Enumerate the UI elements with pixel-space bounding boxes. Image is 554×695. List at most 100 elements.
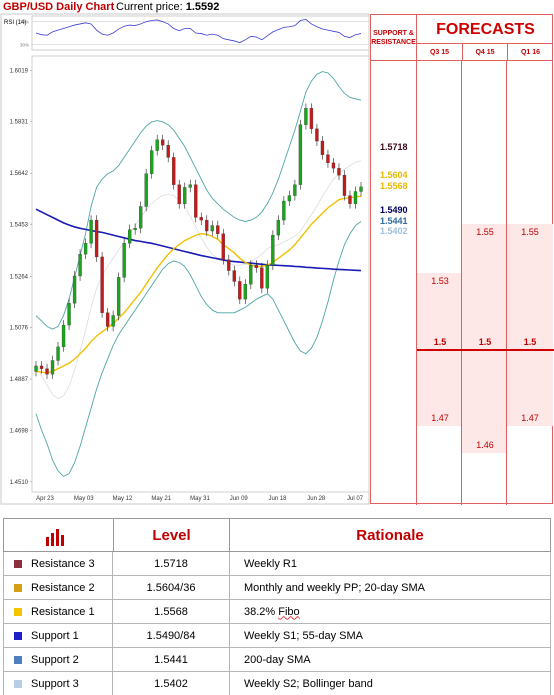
table-row: Resistance 1 1.5568 38.2% Fibo: [3, 600, 551, 624]
forecast-high: 1.55: [476, 226, 494, 237]
forecast-mid: 1.5: [523, 337, 537, 348]
candle-body: [315, 128, 319, 142]
level-name: Resistance 2: [31, 581, 95, 594]
y-tick-label: 1.5264: [10, 274, 29, 280]
x-tick-label: Jun 09: [230, 496, 249, 502]
sr-header-line2: RESISTANCE: [371, 39, 416, 46]
forecast-low: 1.47: [431, 412, 449, 423]
candle-body: [105, 312, 110, 327]
candle-body: [337, 168, 341, 176]
candle-body: [199, 217, 203, 221]
candle-body: [150, 150, 154, 174]
table-row: Support 3 1.5402 Weekly S2; Bollinger ba…: [3, 672, 551, 695]
table-row: Resistance 3 1.5718 Weekly R1: [3, 552, 551, 576]
x-tick-label: Jul 07: [347, 496, 364, 502]
candle-body: [45, 368, 49, 375]
sr-level-label: 1.5718: [380, 141, 408, 152]
candle-body: [39, 365, 44, 369]
level-name: Resistance 3: [31, 557, 95, 570]
forecast-col-q1-header: Q1 16: [507, 43, 553, 61]
candle-body: [271, 234, 275, 266]
candle-body: [348, 195, 352, 204]
support-resistance-header: SUPPORT & RESISTANCE: [371, 15, 417, 61]
levels-table-header: Level Rationale: [3, 518, 551, 552]
x-tick-label: May 31: [190, 496, 210, 502]
candle-body: [359, 186, 363, 192]
candle-body: [111, 315, 115, 327]
level-rationale: Weekly R1: [244, 557, 297, 570]
y-tick-label: 1.5453: [10, 223, 29, 229]
candle-body: [298, 124, 303, 185]
x-tick-label: Jun 18: [268, 496, 287, 502]
forecast-range-band: [462, 223, 507, 453]
sma-20-line: [35, 195, 362, 374]
level-rationale: Weekly S2; Bollinger band: [244, 677, 373, 690]
candle-body: [56, 346, 60, 361]
y-tick-label: 1.5076: [10, 326, 29, 332]
candle-body: [67, 303, 71, 326]
level-color-swatch: [14, 679, 22, 688]
x-tick-label: May 21: [151, 496, 171, 502]
rationale-text: 38.2%: [244, 605, 279, 618]
candle-body: [282, 200, 286, 221]
candle-body: [194, 184, 198, 218]
level-color-swatch: [14, 655, 22, 664]
candle-body: [331, 162, 336, 169]
table-row: Support 2 1.5441 200-day SMA: [3, 648, 551, 672]
candle-body: [144, 173, 148, 207]
level-color-swatch: [14, 607, 22, 616]
x-tick-label: Apr 23: [36, 496, 54, 502]
candle-body: [116, 277, 121, 316]
level-name: Resistance 1: [31, 605, 95, 618]
candle-body: [133, 228, 137, 230]
rsi-level-label: 70%: [20, 20, 29, 25]
forecast-low: 1.46: [476, 439, 494, 450]
sr-level-label: 1.5441: [380, 215, 408, 226]
x-tick-label: May 12: [113, 496, 133, 502]
rsi-level-label: 30%: [20, 42, 29, 47]
candle-body: [249, 264, 253, 285]
forecast-mid-line: [417, 349, 554, 352]
candle-body: [72, 275, 77, 304]
candle-body: [227, 259, 231, 271]
candle-body: [232, 270, 236, 282]
level-rationale: Weekly S1; 55-day SMA: [244, 629, 364, 642]
candle-body: [166, 144, 170, 158]
sr-level-label: 1.5490: [380, 205, 408, 216]
y-tick-label: 1.4698: [10, 429, 29, 435]
candle-body: [210, 225, 214, 232]
forecast-col-q3: 1.53 1.5 1.47: [416, 61, 462, 505]
candle-body: [216, 225, 220, 234]
sr-level-label: 1.5568: [380, 180, 408, 191]
level-color-swatch: [14, 631, 22, 640]
candle-body: [50, 360, 55, 375]
level-value: 1.5568: [113, 600, 230, 623]
candle-body: [188, 184, 192, 188]
bollinger-mid: [35, 160, 362, 400]
forecast-range-band: [507, 223, 553, 426]
forecast-col-q4: 1.55 1.5 1.46: [461, 61, 507, 505]
level-color-swatch: [14, 583, 22, 592]
forecast-mid: 1.5: [478, 337, 492, 348]
table-row: Resistance 2 1.5604/36 Monthly and weekl…: [3, 576, 551, 600]
level-column-header: Level: [113, 519, 230, 551]
bar-chart-icon: [46, 529, 64, 546]
candle-body: [260, 267, 264, 289]
bollinger-upper: [35, 71, 362, 330]
candle-body: [320, 140, 325, 155]
level-color-swatch: [14, 559, 22, 568]
forecast-high: 1.53: [431, 275, 449, 286]
level-name: Support 1: [31, 629, 79, 642]
candle-body: [78, 254, 82, 277]
level-value: 1.5441: [113, 648, 230, 671]
chart-title: GBP/USD Daily Chart: [3, 1, 115, 13]
sr-header-line1: SUPPORT &: [373, 30, 414, 37]
candle-body: [265, 264, 270, 289]
candle-body: [34, 365, 38, 372]
candle-body: [287, 195, 292, 202]
level-rationale: Monthly and weekly PP; 20-day SMA: [244, 581, 425, 594]
current-price: Current price: 1.5592: [116, 1, 219, 13]
plot-area: [31, 55, 370, 493]
y-tick-label: 1.5642: [10, 171, 29, 177]
rationale-column-header: Rationale: [356, 526, 424, 544]
